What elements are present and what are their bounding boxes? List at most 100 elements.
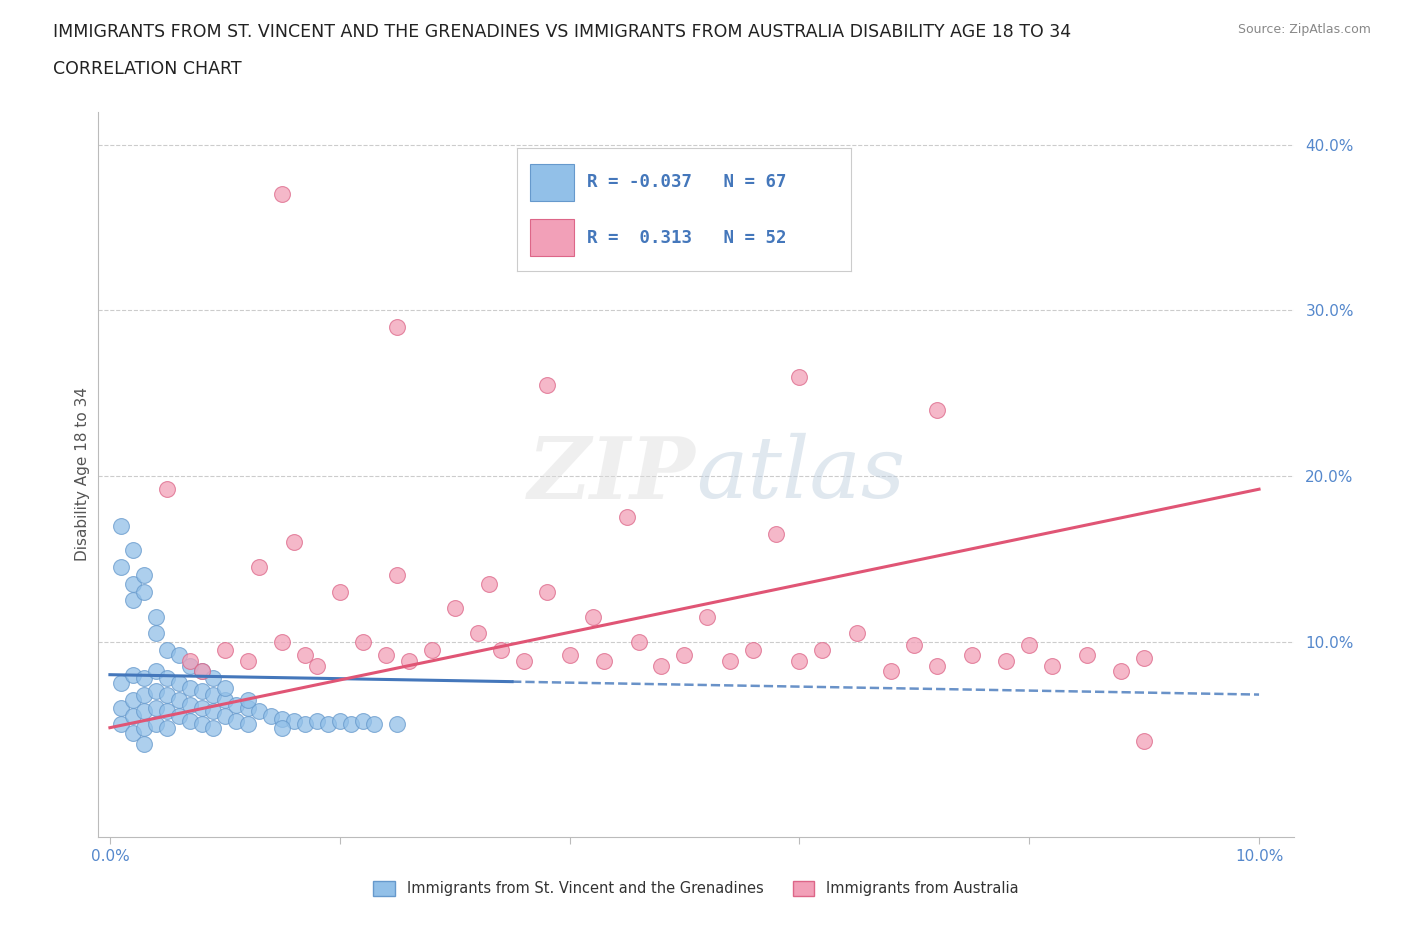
Point <box>271 187 294 202</box>
Point <box>156 671 179 685</box>
Point <box>927 403 949 418</box>
Point <box>134 687 156 702</box>
Point <box>156 643 179 658</box>
Text: ZIP: ZIP <box>529 432 696 516</box>
Point <box>283 713 305 728</box>
Point <box>789 369 811 384</box>
Point <box>398 654 420 669</box>
Point <box>811 643 834 658</box>
Point <box>316 717 339 732</box>
Point <box>960 647 983 662</box>
Point <box>134 584 156 599</box>
Point <box>845 626 868 641</box>
Point <box>225 698 247 712</box>
Point <box>340 717 363 732</box>
Point <box>385 717 409 732</box>
Point <box>122 543 145 558</box>
Point <box>167 692 190 707</box>
Point <box>191 700 214 715</box>
Point <box>214 643 236 658</box>
Point <box>385 320 409 335</box>
Point <box>236 717 259 732</box>
Text: Source: ZipAtlas.com: Source: ZipAtlas.com <box>1237 23 1371 36</box>
Point <box>283 535 305 550</box>
Point <box>191 664 214 679</box>
Point <box>134 704 156 719</box>
Point <box>294 647 316 662</box>
Point <box>145 717 167 732</box>
Point <box>122 667 145 682</box>
Point <box>558 647 581 662</box>
Point <box>167 675 190 690</box>
Point <box>214 709 236 724</box>
Point <box>110 560 132 575</box>
Point <box>122 692 145 707</box>
Point <box>673 647 696 662</box>
Point <box>110 675 132 690</box>
Point <box>271 634 294 649</box>
Point <box>167 709 190 724</box>
Point <box>202 687 225 702</box>
Text: CORRELATION CHART: CORRELATION CHART <box>53 60 242 78</box>
Point <box>191 664 214 679</box>
Point <box>110 717 132 732</box>
Point <box>122 709 145 724</box>
Point <box>627 634 650 649</box>
Point <box>134 720 156 735</box>
Point <box>903 637 925 652</box>
Legend: Immigrants from St. Vincent and the Grenadines, Immigrants from Australia: Immigrants from St. Vincent and the Gren… <box>367 875 1025 902</box>
Point <box>247 704 270 719</box>
Point <box>191 717 214 732</box>
Point <box>145 626 167 641</box>
Point <box>374 647 396 662</box>
Point <box>512 654 534 669</box>
Point <box>1040 659 1063 674</box>
Point <box>110 700 132 715</box>
Point <box>363 717 385 732</box>
Point <box>352 634 374 649</box>
Point <box>179 681 201 696</box>
Point <box>122 725 145 740</box>
Point <box>329 713 352 728</box>
Point <box>122 577 145 591</box>
Point <box>352 713 374 728</box>
Point <box>765 526 787 541</box>
Point <box>191 684 214 698</box>
Point <box>156 704 179 719</box>
Text: atlas: atlas <box>696 433 905 515</box>
Point <box>167 647 190 662</box>
Point <box>536 584 558 599</box>
Point <box>145 609 167 624</box>
Text: IMMIGRANTS FROM ST. VINCENT AND THE GRENADINES VS IMMIGRANTS FROM AUSTRALIA DISA: IMMIGRANTS FROM ST. VINCENT AND THE GREN… <box>53 23 1071 41</box>
Point <box>789 654 811 669</box>
Point <box>420 643 443 658</box>
Point <box>1133 734 1156 749</box>
Point <box>202 704 225 719</box>
Point <box>247 560 270 575</box>
Point <box>1109 664 1132 679</box>
Point <box>995 654 1018 669</box>
Point <box>134 737 156 751</box>
Point <box>650 659 672 674</box>
Point <box>156 720 179 735</box>
Point <box>385 568 409 583</box>
Point <box>880 664 903 679</box>
Point <box>214 681 236 696</box>
Point <box>489 643 512 658</box>
Point <box>271 712 294 727</box>
Point <box>202 720 225 735</box>
Point <box>225 713 247 728</box>
Point <box>145 700 167 715</box>
Point <box>236 700 259 715</box>
Point <box>593 654 616 669</box>
Point <box>179 659 201 674</box>
Point <box>202 671 225 685</box>
Point <box>1133 651 1156 666</box>
Point <box>156 482 179 497</box>
Point <box>443 601 465 616</box>
Point <box>536 378 558 392</box>
Point <box>616 510 638 525</box>
Point <box>179 698 201 712</box>
Point <box>145 684 167 698</box>
Point <box>927 659 949 674</box>
